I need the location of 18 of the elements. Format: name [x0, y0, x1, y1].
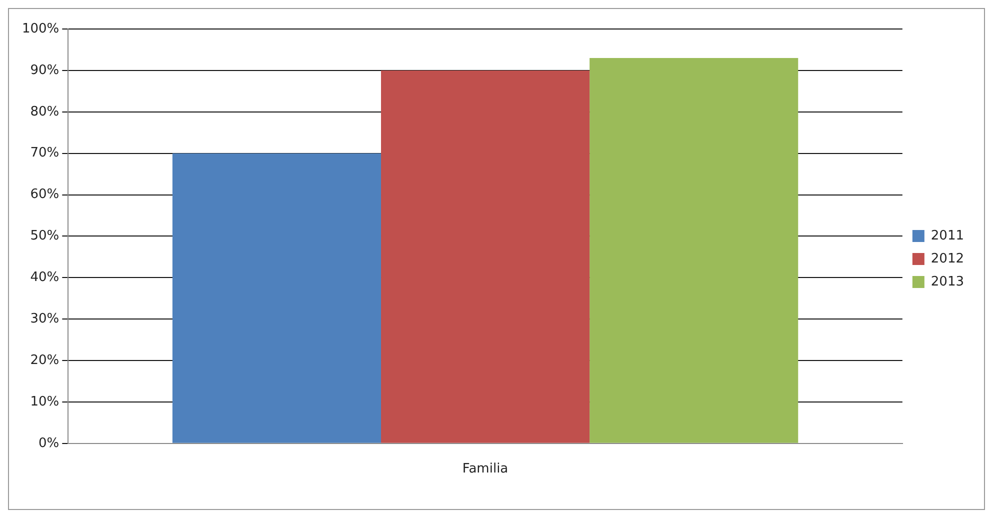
y-tick-label: 50% — [30, 228, 60, 244]
y-tick-label: 80% — [30, 104, 60, 120]
y-tick-label: 70% — [30, 146, 60, 161]
legend-label: 2012 — [930, 251, 964, 266]
y-tick-label: 90% — [30, 62, 60, 78]
x-tick-label: Familia — [462, 462, 508, 477]
bar — [590, 58, 798, 443]
y-tick-label: 100% — [22, 21, 60, 36]
y-tick-label: 40% — [30, 270, 60, 286]
y-tick-label: 10% — [30, 394, 60, 410]
y-tick-label: 0% — [38, 436, 60, 451]
legend-label: 2011 — [930, 228, 964, 244]
bar — [381, 70, 590, 443]
legend-label: 2013 — [930, 274, 964, 290]
y-tick-label: 30% — [30, 311, 60, 326]
bar — [172, 153, 382, 443]
y-tick-label: 60% — [30, 187, 60, 202]
y-tick-label: 20% — [30, 352, 60, 368]
